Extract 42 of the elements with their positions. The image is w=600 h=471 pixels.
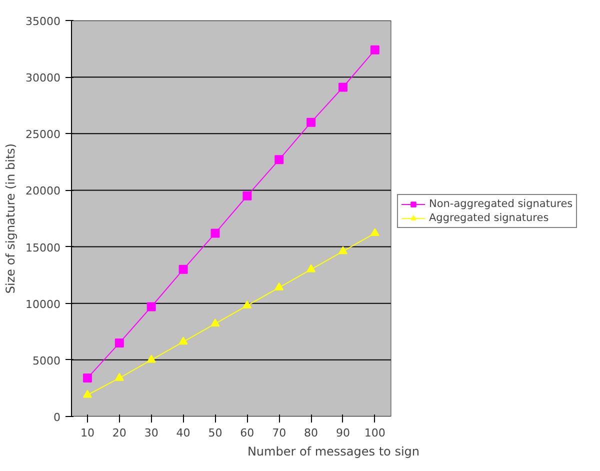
point bbox=[370, 228, 380, 236]
x-tick-label: 90 bbox=[336, 426, 350, 440]
point bbox=[114, 338, 124, 348]
point bbox=[242, 300, 252, 308]
x-axis-title: Number of messages to sign bbox=[247, 444, 420, 458]
x-tick-label: 10 bbox=[80, 426, 94, 440]
x-tick-label: 20 bbox=[112, 426, 126, 440]
point bbox=[210, 318, 220, 327]
x-tick-label: 40 bbox=[176, 426, 190, 440]
point bbox=[338, 246, 348, 254]
point bbox=[82, 390, 92, 398]
legend-label: Non-aggregated signatures bbox=[429, 198, 573, 210]
point bbox=[370, 45, 380, 54]
point bbox=[114, 372, 124, 381]
x-tick-label: 30 bbox=[144, 426, 158, 440]
point bbox=[82, 374, 92, 383]
point bbox=[306, 118, 316, 127]
y-tick-label: 5000 bbox=[32, 354, 61, 368]
point bbox=[274, 282, 284, 290]
y-tick-label: 25000 bbox=[26, 128, 61, 142]
y-tick-label: 10000 bbox=[26, 298, 61, 311]
y-tick-label: 15000 bbox=[26, 241, 61, 254]
point bbox=[178, 264, 188, 274]
point bbox=[178, 336, 188, 345]
y-tick-label: 35000 bbox=[26, 15, 61, 28]
point bbox=[338, 82, 348, 92]
x-tick-label: 70 bbox=[272, 426, 286, 440]
x-tick-label: 80 bbox=[304, 426, 318, 440]
y-axis-title: Size of signature (in bits) bbox=[4, 143, 18, 294]
point bbox=[210, 228, 220, 238]
x-tick-label: 100 bbox=[364, 426, 386, 440]
y-tick-label: 0 bbox=[54, 411, 60, 424]
legend-label: Aggregated signatures bbox=[429, 212, 549, 224]
point bbox=[274, 155, 284, 164]
point bbox=[146, 302, 156, 312]
x-tick-label: 50 bbox=[208, 426, 222, 440]
x-tick-label: 60 bbox=[240, 426, 254, 440]
y-tick-label: 30000 bbox=[26, 72, 61, 85]
point bbox=[242, 191, 252, 200]
point bbox=[306, 264, 316, 272]
point bbox=[146, 354, 156, 363]
y-tick-label: 20000 bbox=[26, 184, 61, 198]
